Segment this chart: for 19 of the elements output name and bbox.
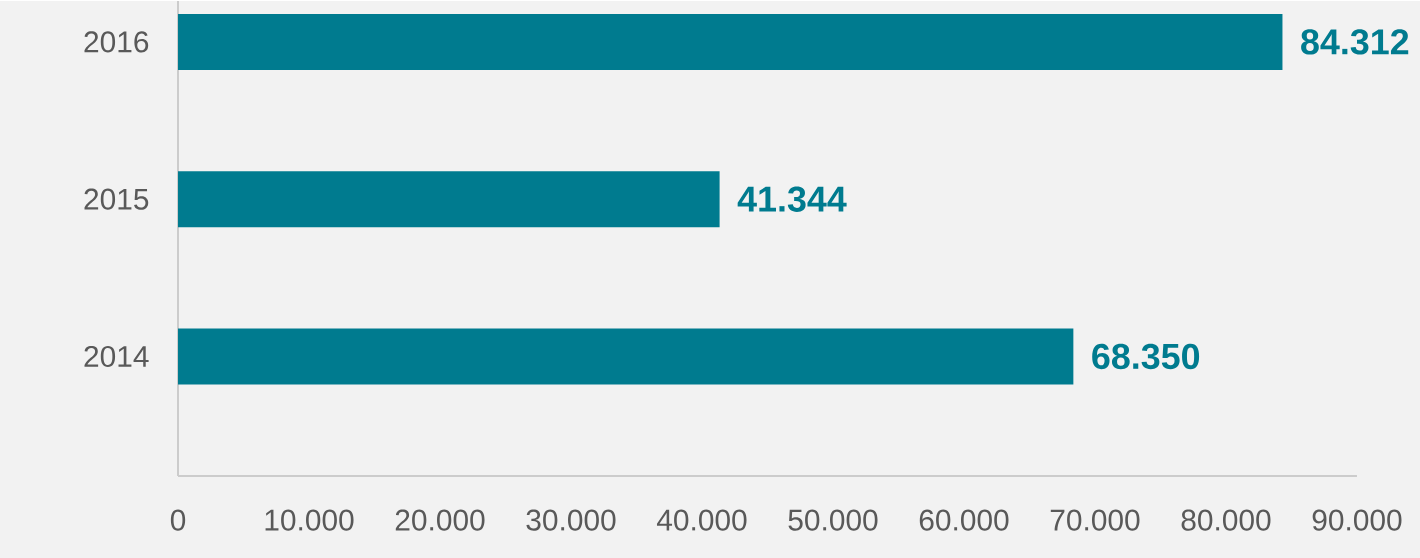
data-label: 84.312	[1301, 29, 1409, 55]
x-tick-label: 30.000	[526, 509, 616, 531]
data-label: 41.344	[737, 186, 847, 212]
data-label: 68.350	[1092, 343, 1200, 370]
bar	[178, 171, 720, 228]
y-tick-label: 2015	[84, 188, 149, 210]
y-tick-label: 2014	[84, 345, 149, 368]
x-tick-label: 50.000	[788, 509, 878, 531]
x-tick-label: 20.000	[395, 509, 485, 531]
x-tick-label: 60.000	[919, 509, 1009, 531]
x-tick-label: 40.000	[656, 509, 747, 531]
y-tick-label: 2016	[84, 31, 149, 53]
bar	[178, 13, 1283, 70]
x-tick-label: 70.000	[1050, 509, 1140, 531]
x-tick-label: 0	[170, 509, 186, 531]
bar	[178, 328, 1074, 385]
x-tick-label: 80.000	[1181, 509, 1271, 531]
x-tick-label: 90.000	[1312, 509, 1402, 531]
x-tick-label: 10.000	[265, 509, 354, 531]
